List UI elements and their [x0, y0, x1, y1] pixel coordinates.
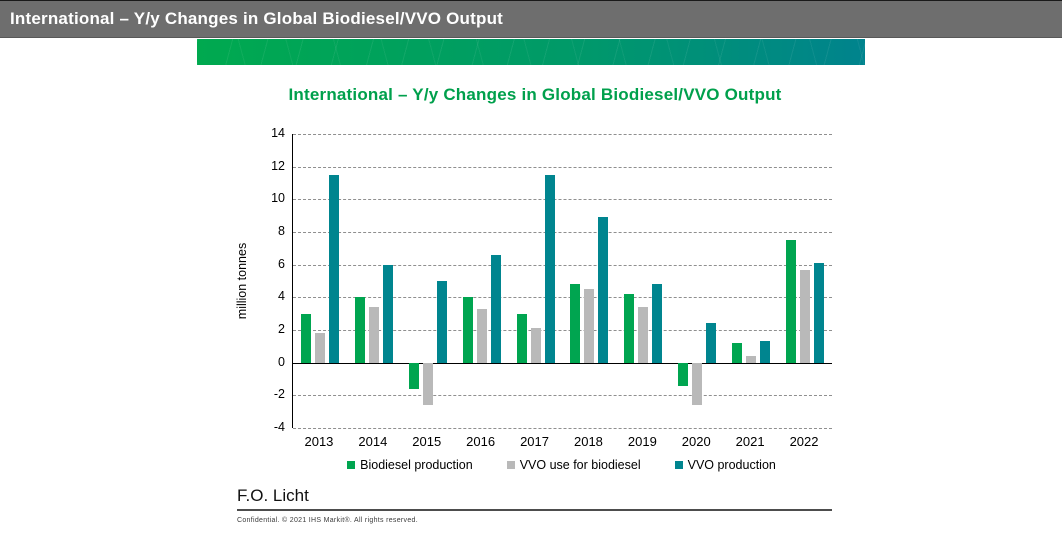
bar-vvo-production-2016 [490, 254, 501, 363]
bar-vvo-use-for-biodiesel-2014 [368, 307, 379, 363]
gridline [293, 166, 832, 168]
legend-swatch-icon [347, 461, 356, 469]
y-tick-label: -4 [273, 420, 285, 434]
copyright-text: Confidential. © 2021 IHS Markit®. All ri… [237, 517, 418, 524]
bar-vvo-production-2018 [598, 217, 609, 363]
x-tick-label: 2021 [735, 434, 765, 449]
bar-vvo-production-2019 [652, 284, 663, 363]
bar-vvo-use-for-biodiesel-2018 [584, 289, 595, 363]
bar-biodiesel-production-2021 [732, 343, 743, 363]
x-tick-label: 2020 [681, 434, 711, 449]
bar-biodiesel-production-2019 [624, 294, 635, 363]
gridline [293, 264, 832, 266]
gridline [293, 199, 832, 201]
bar-vvo-use-for-biodiesel-2021 [746, 356, 757, 363]
bar-biodiesel-production-2015 [408, 362, 419, 389]
bar-vvo-production-2017 [544, 174, 555, 363]
y-tick-label: 6 [278, 256, 285, 271]
bar-vvo-use-for-biodiesel-2022 [800, 269, 811, 363]
bar-vvo-production-2022 [814, 263, 825, 363]
x-tick-label: 2016 [466, 434, 496, 449]
bar-vvo-production-2020 [706, 323, 717, 363]
x-tick-label: 2015 [412, 434, 442, 449]
y-tick-label: 14 [271, 126, 285, 140]
gridline [293, 297, 832, 299]
gridline [293, 232, 832, 233]
bar-vvo-use-for-biodiesel-2015 [422, 362, 433, 406]
zero-line [293, 362, 832, 364]
x-tick-label: 2019 [627, 434, 657, 449]
bar-vvo-use-for-biodiesel-2016 [476, 308, 487, 363]
header-bar: International – Y/y Changes in Global Bi… [0, 1, 1062, 38]
y-axis-label: million tonnes [235, 242, 249, 320]
bar-vvo-use-for-biodiesel-2013 [314, 333, 325, 363]
legend-item: VVO use for biodiesel [506, 458, 641, 472]
bar-vvo-use-for-biodiesel-2019 [638, 307, 649, 363]
legend-item: Biodiesel production [347, 458, 473, 472]
footer-divider [237, 509, 832, 511]
bar-vvo-production-2015 [436, 281, 447, 363]
bar-biodiesel-production-2014 [354, 297, 365, 363]
bar-biodiesel-production-2022 [786, 240, 797, 363]
bar-vvo-use-for-biodiesel-2020 [692, 362, 703, 406]
plot-area [292, 134, 832, 429]
bar-vvo-production-2013 [328, 174, 339, 363]
legend-swatch-icon [506, 461, 515, 469]
bar-biodiesel-production-2018 [570, 284, 581, 363]
gradient-banner [197, 39, 865, 65]
y-tick-label: 4 [278, 289, 285, 304]
x-tick-label: 2018 [573, 434, 603, 449]
y-tick-label: 8 [278, 224, 285, 238]
legend-label: VVO use for biodiesel [519, 458, 641, 472]
y-tick-label: 10 [271, 191, 285, 206]
y-tick-label: 0 [278, 354, 285, 369]
gridline [293, 395, 832, 397]
y-tick-label: -2 [273, 387, 285, 402]
source-attribution: F.O. Licht [237, 486, 309, 505]
x-tick-label: 2017 [520, 434, 549, 449]
bar-biodiesel-production-2013 [300, 313, 311, 363]
legend-swatch-icon [674, 461, 683, 469]
gridline [293, 428, 832, 429]
x-tick-label: 2013 [304, 434, 334, 449]
legend-label: Biodiesel production [360, 458, 473, 472]
x-tick-label: 2022 [789, 434, 819, 449]
x-tick-label: 2014 [358, 434, 388, 449]
bar-biodiesel-production-2017 [516, 313, 527, 363]
bar-biodiesel-production-2020 [678, 362, 689, 386]
bar-vvo-production-2014 [382, 264, 393, 363]
legend-item: VVO production [674, 458, 776, 472]
bar-vvo-production-2021 [760, 341, 771, 363]
legend-label: VVO production [687, 458, 776, 472]
chart-title: International – Y/y Changes in Global Bi… [288, 85, 782, 104]
chart-legend: Biodiesel production VVO use for biodiese… [292, 458, 831, 472]
bar-vvo-use-for-biodiesel-2017 [530, 328, 541, 363]
slide-title: International – Y/y Changes in Global Bi… [10, 9, 504, 28]
y-tick-label: 12 [271, 158, 285, 173]
gridline [293, 330, 832, 331]
bar-biodiesel-production-2016 [462, 297, 473, 363]
gridline [293, 134, 832, 135]
y-tick-label: 2 [278, 322, 285, 336]
